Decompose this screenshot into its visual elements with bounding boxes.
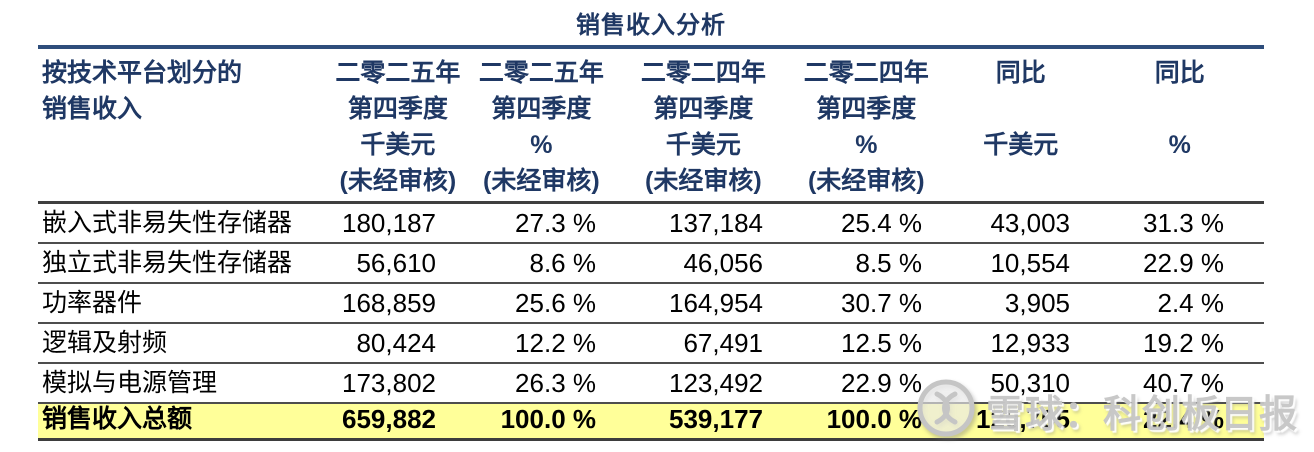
row-value: 3,905	[1004, 288, 1070, 318]
table-row: 独立式非易失性存储器 56,610 8.6 % 46,056 8.5 % 10,…	[38, 244, 1264, 284]
row-value: 180,187	[342, 208, 436, 238]
row-value: 40.7 %	[1143, 368, 1224, 398]
column-header-q4-2024-usd: 二零二四年 第四季度 千美元 (未经审核)	[620, 55, 786, 199]
row-value: 10,554	[990, 248, 1070, 278]
column-header-line: 千美元	[983, 131, 1059, 159]
column-header-q4-2024-pct: 二零二四年 第四季度 % (未经审核)	[787, 55, 946, 199]
row-value: 19.2 %	[1143, 328, 1224, 358]
row-value: 25.6 %	[515, 288, 596, 318]
row-value: 26.3 %	[515, 368, 596, 398]
total-row-value: 659,882	[342, 404, 436, 434]
row-value: 137,184	[669, 208, 763, 238]
column-header-line	[946, 163, 1096, 199]
column-header-line: 二零二四年	[640, 59, 766, 87]
column-header-line: 按技术平台划分的	[42, 59, 243, 87]
table-top-rule	[38, 45, 1264, 49]
column-header-yoy-pct: 同比 %	[1096, 55, 1264, 199]
table-header: 按技术平台划分的 销售收入 二零二五年 第四季度 千美元 (未经审核) 二零二五…	[38, 49, 1264, 204]
column-header-line: 同比	[995, 59, 1046, 87]
row-value: 8.6 %	[529, 248, 597, 278]
column-header-line: 第四季度	[347, 95, 448, 123]
column-header-line: 千美元	[665, 131, 741, 159]
column-header-yoy-usd: 同比 千美元	[946, 55, 1096, 199]
column-header-line: %	[1168, 131, 1191, 159]
row-value: 164,954	[669, 288, 763, 318]
table-total-row: 销售收入总额 659,882 100.0 % 539,177 100.0 % 1…	[38, 404, 1264, 438]
column-header-line: (未经审核)	[339, 167, 457, 195]
row-label: 独立式非易失性存储器	[42, 249, 293, 277]
row-label: 逻辑及射频	[42, 329, 168, 357]
column-header-line	[1096, 163, 1264, 199]
total-row-value: 100.0 %	[500, 404, 596, 434]
row-value: 31.3 %	[1143, 208, 1224, 238]
row-value: 168,859	[342, 288, 436, 318]
row-label: 功率器件	[42, 289, 143, 317]
column-header-line: 销售收入	[42, 95, 143, 123]
row-value: 25.4 %	[841, 208, 922, 238]
row-label: 嵌入式非易失性存储器	[42, 209, 293, 237]
row-value: 67,491	[683, 328, 763, 358]
column-header-line: 同比	[1154, 59, 1205, 87]
row-value: 46,056	[683, 248, 763, 278]
total-row-value: 120,705	[976, 404, 1070, 434]
column-header-platform: 按技术平台划分的 销售收入	[38, 55, 333, 199]
column-header-line: (未经审核)	[807, 167, 925, 195]
column-header-q4-2025-pct: 二零二五年 第四季度 % (未经审核)	[463, 55, 620, 199]
row-value: 173,802	[342, 368, 436, 398]
column-header-line	[946, 91, 1096, 127]
column-header-line: 第四季度	[816, 95, 917, 123]
table-row: 嵌入式非易失性存储器 180,187 27.3 % 137,184 25.4 %…	[38, 204, 1264, 244]
row-value: 8.5 %	[855, 248, 923, 278]
column-header-line: 第四季度	[653, 95, 754, 123]
row-value: 2.4 %	[1157, 288, 1225, 318]
table-bottom-rule	[38, 438, 1264, 441]
table-row: 模拟与电源管理 173,802 26.3 % 123,492 22.9 % 50…	[38, 364, 1264, 404]
revenue-table: 按技术平台划分的 销售收入 二零二五年 第四季度 千美元 (未经审核) 二零二五…	[38, 45, 1264, 441]
row-value: 27.3 %	[515, 208, 596, 238]
row-value: 80,424	[356, 328, 436, 358]
row-value: 12.2 %	[515, 328, 596, 358]
column-header-line: 千美元	[360, 131, 436, 159]
column-header-line: 二零二五年	[478, 59, 604, 87]
row-value: 12,933	[990, 328, 1070, 358]
row-value: 43,003	[990, 208, 1070, 238]
row-value: 30.7 %	[841, 288, 922, 318]
column-header-line: %	[530, 131, 553, 159]
column-header-line: (未经审核)	[483, 167, 600, 195]
column-header-line: %	[855, 131, 878, 159]
row-value: 22.9 %	[841, 368, 922, 398]
page-title: 销售收入分析	[576, 12, 726, 39]
total-row-value: 539,177	[669, 404, 763, 434]
column-header-line: 二零二四年	[803, 59, 929, 87]
row-value: 123,492	[669, 368, 763, 398]
column-header-line: 二零二五年	[335, 59, 461, 87]
total-row-label: 销售收入总额	[42, 405, 193, 433]
row-value: 12.5 %	[841, 328, 922, 358]
column-header-line	[1096, 91, 1264, 127]
column-header-q4-2025-usd: 二零二五年 第四季度 千美元 (未经审核)	[333, 55, 463, 199]
row-value: 56,610	[356, 248, 436, 278]
table-row: 逻辑及射频 80,424 12.2 % 67,491 12.5 % 12,933…	[38, 324, 1264, 364]
total-row-value: 100.0 %	[826, 404, 922, 434]
row-value: 50,310	[990, 368, 1070, 398]
table-row: 功率器件 168,859 25.6 % 164,954 30.7 % 3,905…	[38, 284, 1264, 324]
row-value: 22.9 %	[1143, 248, 1224, 278]
row-label: 模拟与电源管理	[42, 369, 218, 397]
column-header-line: 第四季度	[491, 95, 592, 123]
total-row-value: 22.4 %	[1143, 404, 1224, 434]
column-header-line: (未经审核)	[645, 167, 762, 195]
